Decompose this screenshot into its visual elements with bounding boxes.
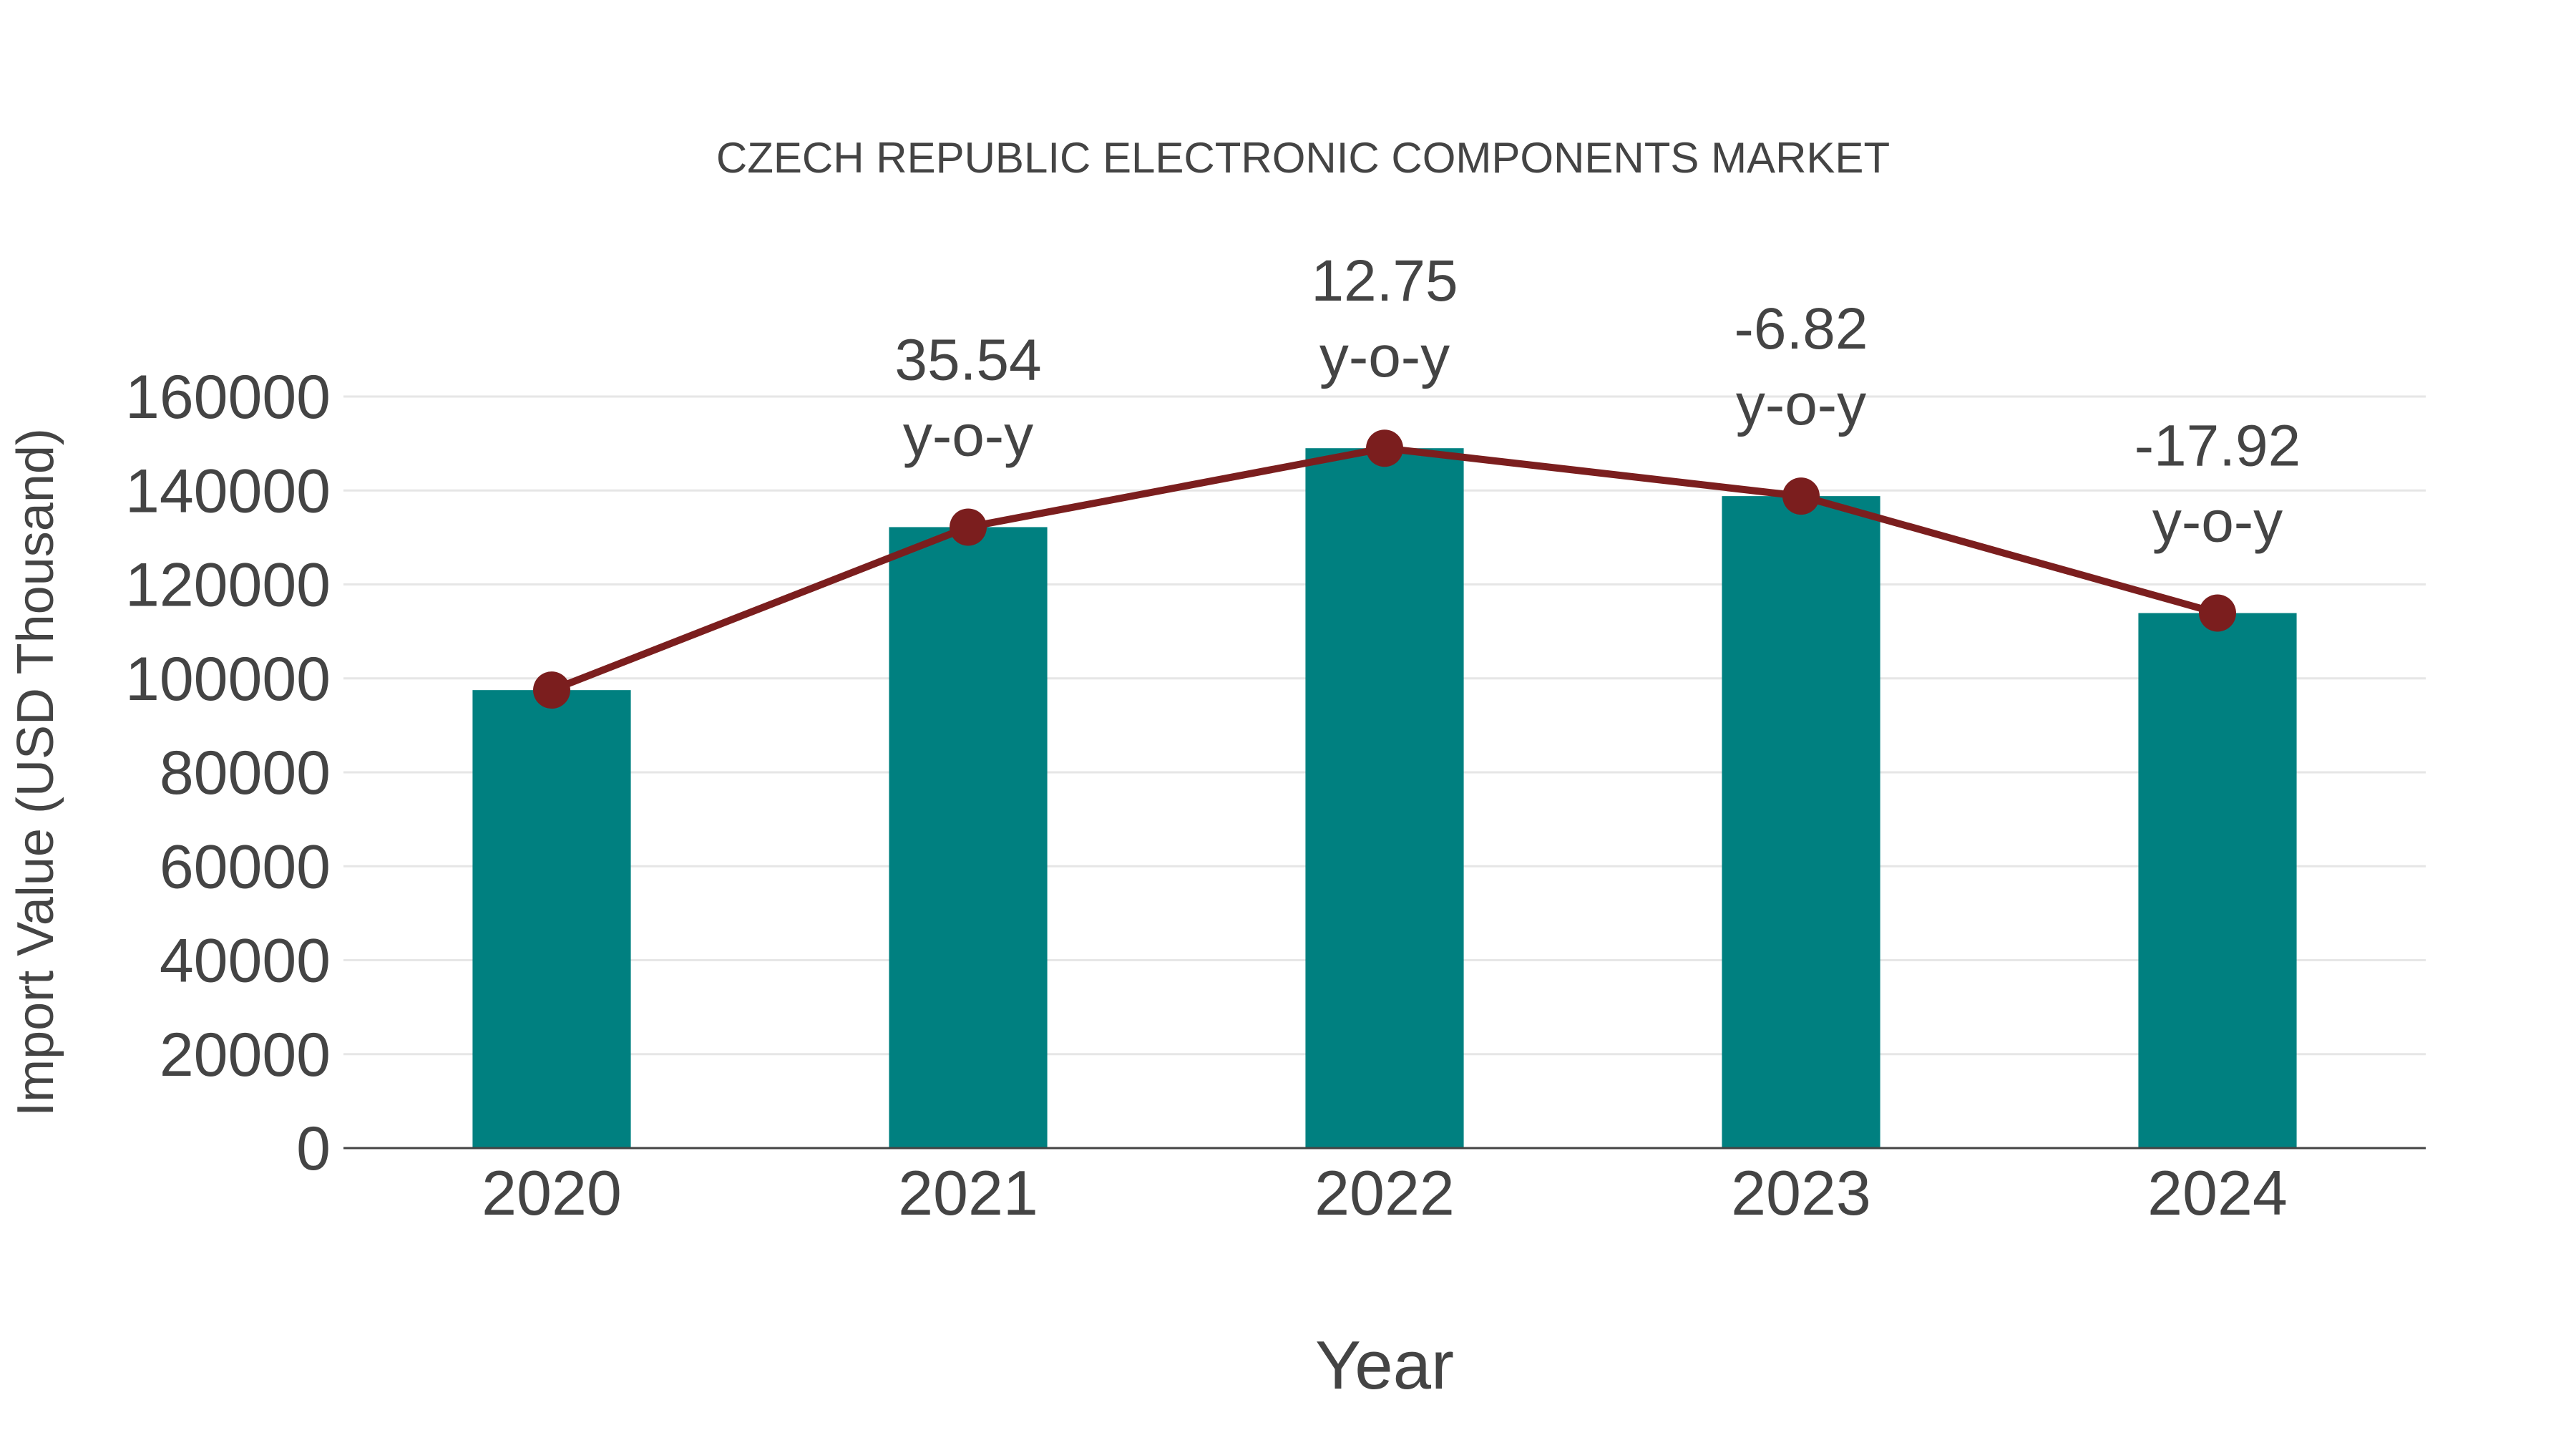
bar-2020 — [472, 690, 631, 1148]
x-tick-label: 2024 — [2147, 1157, 2288, 1228]
yoy-label-2024: -17.92 y-o-y — [2135, 414, 2301, 555]
bars — [472, 448, 2297, 1148]
y-axis-title: Import Value (USD Thousand) — [7, 428, 64, 1117]
yoy-suffix: y-o-y — [1319, 324, 1450, 389]
x-tick-label: 2023 — [1731, 1157, 1871, 1228]
yoy-suffix: y-o-y — [2152, 490, 2283, 555]
y-tick-label: 80000 — [160, 739, 331, 807]
x-tick-label: 2022 — [1314, 1157, 1455, 1228]
y-axis-ticks: 0 20000 40000 60000 80000 100000 120000 140000 1… — [125, 363, 331, 1183]
yoy-label-2021: 35.54 y-o-y — [894, 327, 1041, 468]
bar-2021 — [889, 527, 1048, 1148]
yoy-suffix: y-o-y — [903, 403, 1033, 468]
bar-2022 — [1305, 448, 1464, 1148]
y-tick-label: 0 — [296, 1114, 331, 1183]
x-axis-ticks: 2020 2021 2022 2023 2024 — [482, 1157, 2288, 1228]
yoy-value: -17.92 — [2135, 414, 2301, 479]
x-axis-title: Year — [1315, 1327, 1454, 1404]
marker-2024 — [2199, 594, 2236, 632]
yoy-label-2022: 12.75 y-o-y — [1311, 248, 1458, 389]
bar-2023 — [1722, 496, 1880, 1148]
x-tick-label: 2020 — [482, 1157, 622, 1228]
bar-2024 — [2138, 613, 2297, 1148]
marker-2023 — [1782, 477, 1820, 515]
y-tick-label: 160000 — [125, 363, 331, 432]
y-tick-label: 20000 — [160, 1021, 331, 1089]
yoy-value: 12.75 — [1311, 248, 1458, 314]
trend-line — [533, 429, 2236, 709]
y-tick-label: 140000 — [125, 457, 331, 525]
yoy-label-2023: -6.82 y-o-y — [1735, 296, 1868, 437]
x-tick-label: 2021 — [898, 1157, 1038, 1228]
marker-2022 — [1366, 429, 1403, 467]
y-tick-label: 120000 — [125, 551, 331, 620]
marker-2020 — [533, 671, 570, 709]
y-tick-label: 100000 — [125, 645, 331, 714]
y-tick-label: 40000 — [160, 927, 331, 996]
chart-title: CZECH REPUBLIC ELECTRONIC COMPONENTS MAR… — [716, 134, 1890, 182]
yoy-suffix: y-o-y — [1736, 372, 1866, 437]
yoy-value: 35.54 — [894, 327, 1041, 392]
yoy-value: -6.82 — [1735, 296, 1868, 361]
yoy-annotations: 35.54 y-o-y 12.75 y-o-y -6.82 y-o-y -17.92 y-o-… — [894, 248, 2301, 554]
marker-2021 — [950, 508, 987, 546]
y-tick-label: 60000 — [160, 832, 331, 901]
